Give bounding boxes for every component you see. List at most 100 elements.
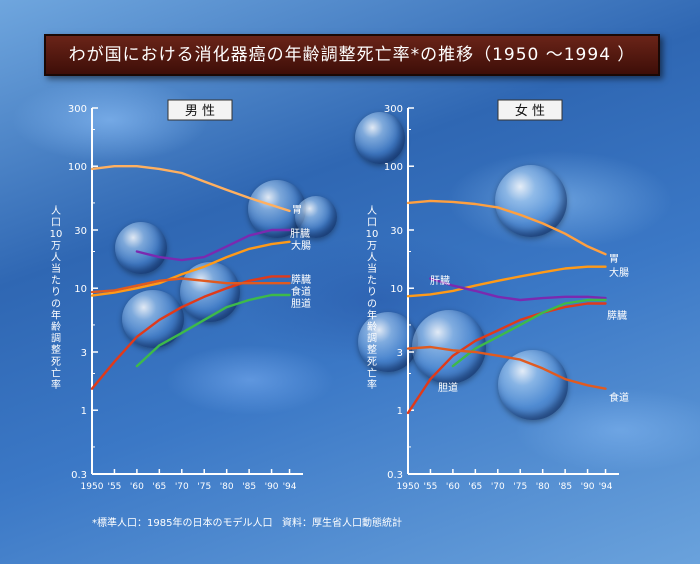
x-tick-label: '80 bbox=[220, 482, 234, 492]
y-axis-label-char: 亡 bbox=[367, 366, 377, 379]
series-line-biliary bbox=[451, 298, 607, 368]
y-axis-label-char: 万 bbox=[51, 241, 61, 252]
y-axis-label-char: の bbox=[367, 299, 377, 310]
y-tick-label: 10 bbox=[390, 284, 403, 295]
series-line-pancreas bbox=[90, 275, 291, 390]
series-label: 肝臓 bbox=[290, 228, 310, 240]
y-axis-label-char: 亡 bbox=[51, 366, 61, 379]
series-line-colon bbox=[406, 265, 607, 298]
y-axis-label-char: た bbox=[51, 275, 61, 287]
y-axis-label-char: 年 bbox=[51, 308, 61, 321]
water-droplet-decoration bbox=[498, 350, 568, 420]
y-axis-label-char: 調 bbox=[367, 332, 377, 345]
series-label: 食道 bbox=[609, 391, 629, 404]
series-line-esophagus bbox=[90, 277, 291, 294]
series-line-liver bbox=[429, 277, 607, 302]
series-label: 大腸 bbox=[291, 239, 311, 252]
water-droplet-decoration bbox=[355, 112, 405, 164]
x-tick-label: '70 bbox=[491, 482, 505, 492]
y-tick-label: 0.3 bbox=[387, 470, 403, 481]
footnote: *標準人口：1985年の日本のモデル人口 bbox=[92, 518, 273, 529]
y-axis-label-char: 整 bbox=[51, 343, 61, 356]
series-line-colon bbox=[90, 240, 291, 297]
chart-title: わが国における消化器癌の年齢調整死亡率*の推移（1950 〜1994 ） bbox=[44, 34, 660, 76]
y-tick-label: 100 bbox=[68, 162, 87, 173]
x-tick-label: '70 bbox=[175, 482, 189, 492]
y-axis-label-char: 調 bbox=[51, 332, 61, 345]
x-tick-label: '75 bbox=[513, 482, 527, 492]
y-tick-label: 300 bbox=[68, 104, 87, 115]
x-tick-label: '75 bbox=[197, 482, 211, 492]
water-droplet-decoration bbox=[295, 196, 337, 238]
series-line-biliary bbox=[135, 293, 291, 368]
series-label: 胃 bbox=[609, 253, 619, 265]
y-axis-label-char: 口 bbox=[51, 218, 61, 229]
y-axis-label-char: 年 bbox=[367, 308, 377, 321]
y-axis-label-char: 人 bbox=[367, 205, 377, 217]
y-axis-label-char: 人 bbox=[51, 205, 61, 217]
y-axis-label-char: 死 bbox=[367, 357, 377, 368]
series-label: 胃 bbox=[292, 204, 302, 216]
y-axis-label-char: 率 bbox=[367, 378, 377, 391]
series-label: 胆道 bbox=[291, 297, 311, 310]
y-axis-label-char: 10 bbox=[366, 229, 379, 240]
y-axis-label-char: た bbox=[367, 275, 377, 287]
y-tick-label: 100 bbox=[384, 162, 403, 173]
x-tick-label: '65 bbox=[468, 482, 482, 492]
series-line-male_stomach bbox=[90, 164, 291, 213]
y-tick-label: 3 bbox=[397, 348, 403, 359]
series-line-esophagus bbox=[406, 345, 607, 390]
series-label: 膵臓 bbox=[291, 274, 311, 286]
y-axis-label-char: 10 bbox=[50, 229, 63, 240]
y-axis-label-char: 人 bbox=[367, 251, 377, 263]
panel-label-box bbox=[497, 99, 563, 121]
panel-label: 女 性 bbox=[515, 103, 545, 119]
x-tick-label: '60 bbox=[446, 482, 460, 492]
y-axis-label-char: 人 bbox=[51, 251, 61, 263]
y-axis-label-char: 整 bbox=[367, 343, 377, 356]
x-tick-label: '94 bbox=[599, 482, 613, 492]
y-tick-label: 10 bbox=[74, 284, 87, 295]
y-axis-label-char: り bbox=[51, 286, 61, 298]
x-tick-label: '60 bbox=[130, 482, 144, 492]
panel-label-box bbox=[167, 99, 233, 121]
y-axis-label-char: り bbox=[367, 286, 377, 298]
water-droplet-decoration bbox=[495, 165, 567, 237]
y-axis-label-char: の bbox=[51, 299, 61, 310]
x-tick-label: '55 bbox=[423, 482, 437, 492]
x-tick-label: '85 bbox=[558, 482, 572, 492]
y-axis-label-char: 齢 bbox=[51, 320, 61, 333]
y-tick-label: 1 bbox=[397, 406, 403, 417]
series-line-female_stomach bbox=[406, 199, 607, 256]
x-tick-label: '94 bbox=[283, 482, 297, 492]
x-tick-label: '65 bbox=[152, 482, 166, 492]
y-tick-label: 30 bbox=[74, 226, 87, 237]
x-tick-label: '80 bbox=[536, 482, 550, 492]
series-label: 大腸 bbox=[609, 266, 629, 279]
x-tick-label: '90 bbox=[581, 482, 595, 492]
y-tick-label: 3 bbox=[81, 348, 87, 359]
panel-label: 男 性 bbox=[185, 104, 215, 119]
y-tick-label: 1 bbox=[81, 406, 87, 417]
series-label: 肝臓 bbox=[430, 275, 450, 287]
series-label: 膵臓 bbox=[607, 310, 627, 322]
x-tick-label: '85 bbox=[242, 482, 256, 492]
water-droplet-decoration bbox=[115, 222, 167, 274]
y-axis-label-char: 当 bbox=[51, 262, 61, 275]
series-line-liver bbox=[135, 228, 291, 262]
x-tick-label: 1950 bbox=[81, 482, 104, 492]
y-axis-label-char: 死 bbox=[51, 357, 61, 368]
x-tick-label: '55 bbox=[107, 482, 121, 492]
x-tick-label: '90 bbox=[265, 482, 279, 492]
y-axis-label-char: 齢 bbox=[367, 320, 377, 333]
y-axis-label-char: 当 bbox=[367, 262, 377, 275]
series-label: 胆道 bbox=[438, 381, 458, 394]
y-axis-label-char: 口 bbox=[367, 218, 377, 229]
y-axis-label-char: 率 bbox=[51, 378, 61, 391]
source-note: 資料：厚生省人口動態統計 bbox=[282, 518, 402, 529]
y-tick-label: 30 bbox=[390, 226, 403, 237]
y-tick-label: 0.3 bbox=[71, 470, 87, 481]
series-label: 食道 bbox=[291, 285, 311, 298]
